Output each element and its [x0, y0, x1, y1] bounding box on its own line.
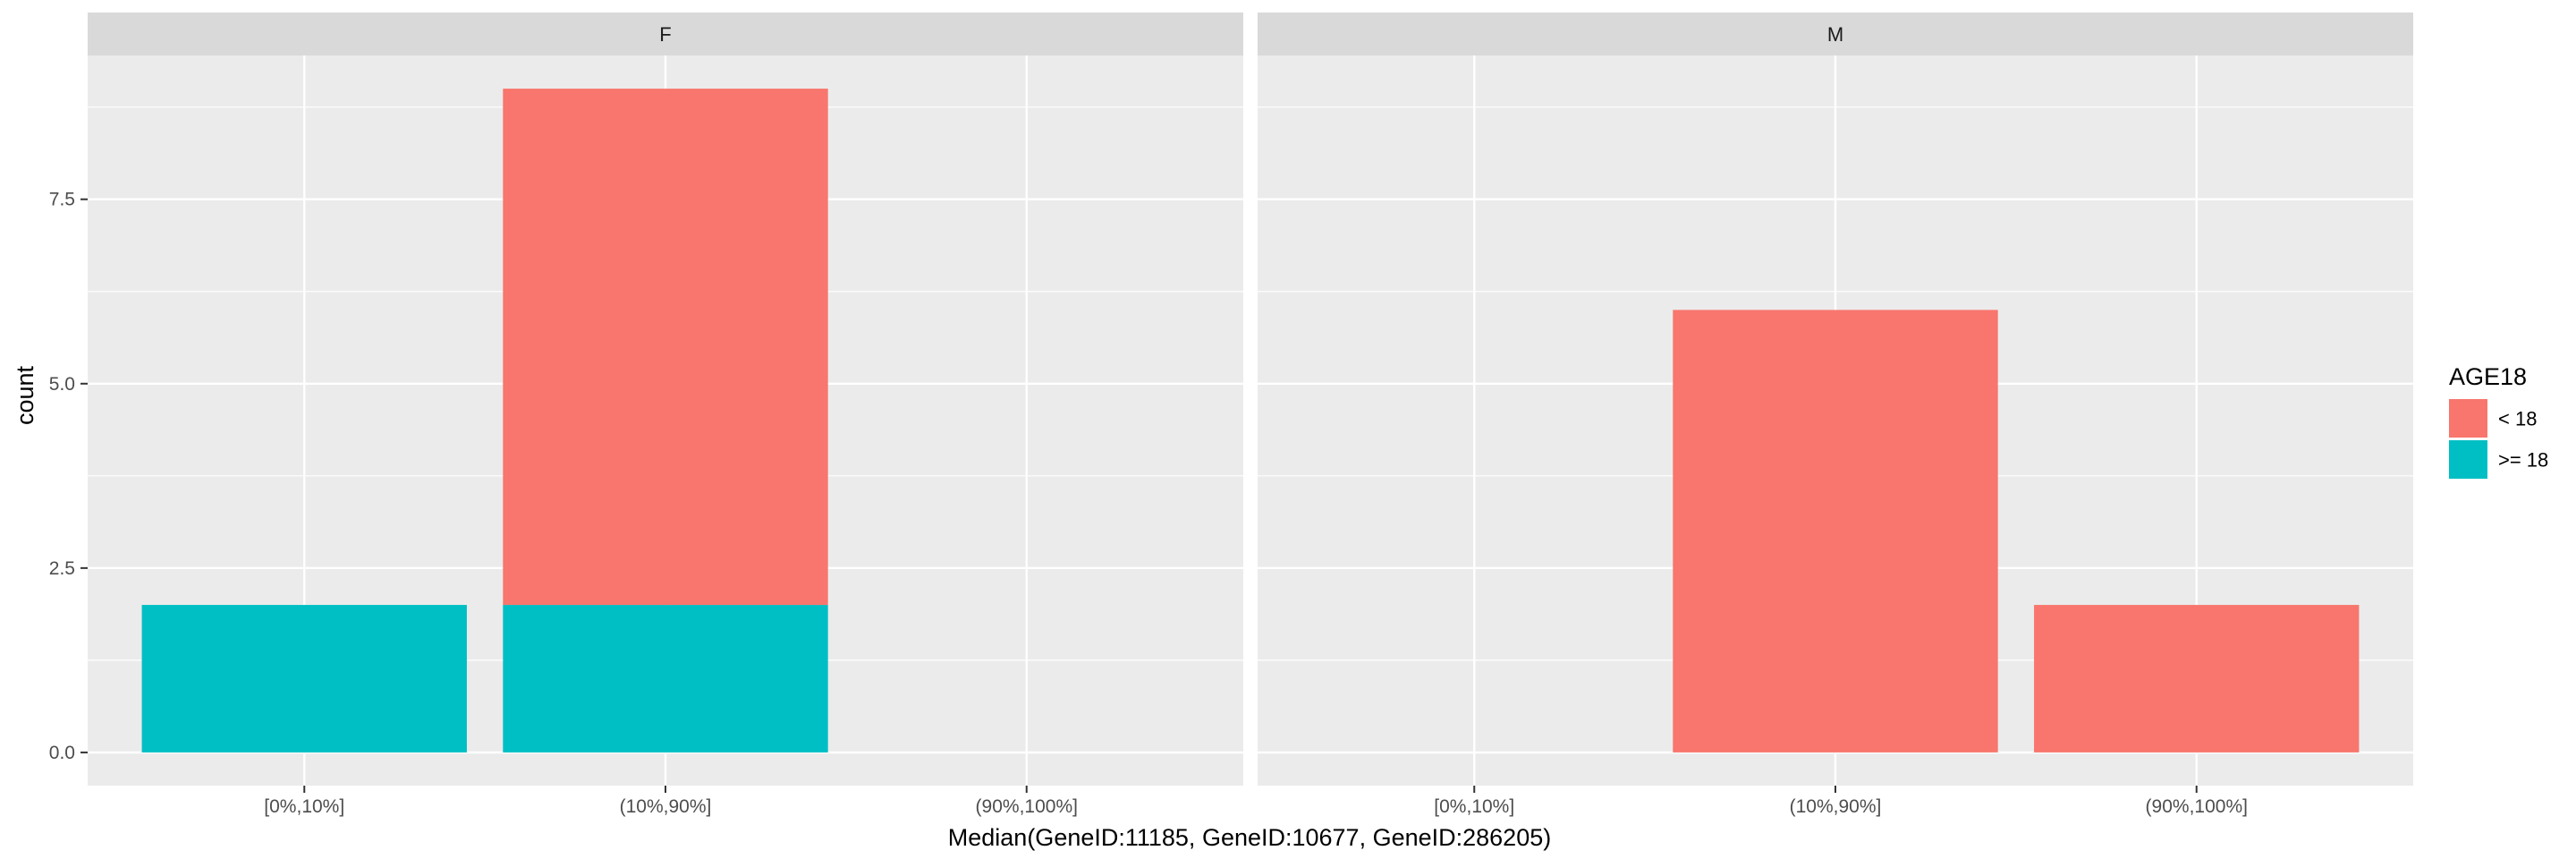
y-tick-label: 7.5	[49, 190, 75, 210]
legend: AGE18 < 18 >= 18	[2449, 363, 2548, 479]
facet-panels: F [0%,10%] (10%,90%] (90%,100%] M [0%,10%] (10…	[88, 13, 2413, 817]
x-axis-title: Median(GeneID:11185, GeneID:10677, GeneI…	[948, 824, 1551, 851]
legend-title: AGE18	[2449, 363, 2527, 390]
facet-strip	[1258, 13, 2413, 55]
facet-panel-f: F [0%,10%] (10%,90%] (90%,100%]	[88, 13, 1243, 817]
bar-f-1-under-18	[503, 89, 828, 606]
facet-strip-label: M	[1827, 23, 1843, 46]
facet-strip	[88, 13, 1243, 55]
legend-key	[2449, 399, 2487, 438]
facet-strip-label: F	[659, 23, 671, 46]
y-axis-title: count	[12, 365, 38, 425]
facet-panel-m: M [0%,10%] (10%,90%] (90%,100%]	[1258, 13, 2413, 817]
x-tick-label: (10%,90%]	[620, 796, 712, 817]
x-tick-label: (90%,100%]	[2146, 796, 2248, 817]
bar-m-1-under-18	[1673, 310, 1998, 753]
x-tick-label: (10%,90%]	[1790, 796, 1882, 817]
y-tick-label: 2.5	[49, 558, 75, 579]
x-tick-label: (90%,100%]	[976, 796, 1078, 817]
x-tick-label: [0%,10%]	[264, 796, 344, 817]
legend-label: < 18	[2498, 408, 2537, 430]
bar-f-1-over-18	[503, 605, 828, 753]
legend-label: >= 18	[2498, 449, 2548, 472]
legend-key	[2449, 440, 2487, 479]
y-axis: 0.0 2.5 5.0 7.5	[49, 190, 88, 763]
bar-f-0-over-18	[141, 605, 467, 753]
y-tick-label: 0.0	[49, 743, 75, 763]
x-tick-label: [0%,10%]	[1434, 796, 1514, 817]
y-tick-label: 5.0	[49, 374, 75, 395]
bar-m-2-under-18	[2034, 605, 2360, 753]
